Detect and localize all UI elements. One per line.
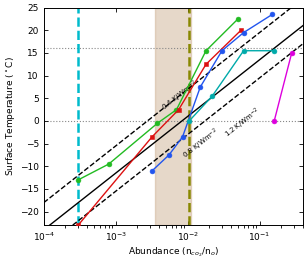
Bar — [155, 8, 191, 225]
X-axis label: Abundance (n$_{co_2}$/n$_o$): Abundance (n$_{co_2}$/n$_o$) — [128, 245, 219, 259]
Y-axis label: Surface Temperature ($^\circ$C): Surface Temperature ($^\circ$C) — [4, 57, 17, 176]
Text: 0.8 K/Wm$^{-2}$: 0.8 K/Wm$^{-2}$ — [181, 126, 222, 162]
Text: 0.4 K/Wm$^{-2}$: 0.4 K/Wm$^{-2}$ — [159, 78, 200, 114]
Text: 1.2 K/Wm$^{-2}$: 1.2 K/Wm$^{-2}$ — [222, 105, 263, 141]
